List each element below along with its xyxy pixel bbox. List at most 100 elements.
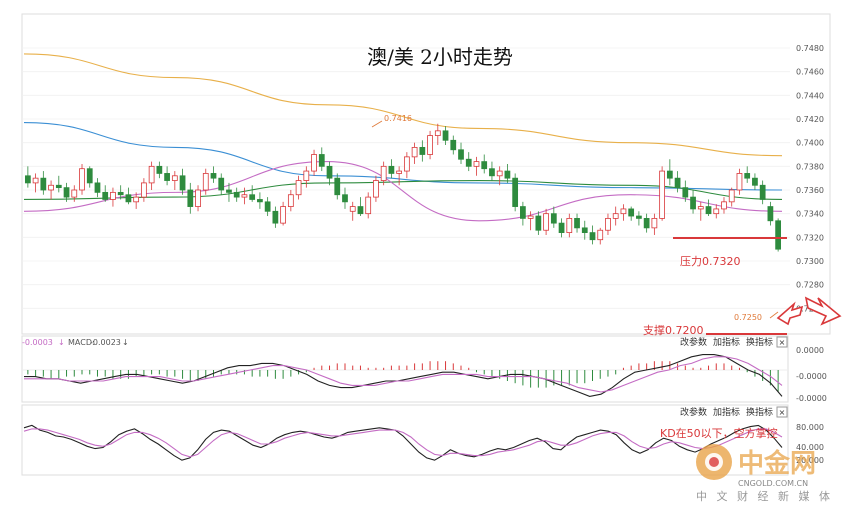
candle-body	[125, 194, 132, 203]
candle-body	[164, 173, 170, 181]
main-panel-frame	[21, 13, 831, 335]
candle-body	[403, 156, 410, 172]
candle-body	[102, 191, 109, 200]
kd-params-button[interactable]: 改参数	[680, 406, 707, 418]
candle-body	[233, 191, 240, 198]
signal-line	[24, 356, 783, 393]
candle-body	[574, 217, 580, 229]
candle-body	[481, 161, 488, 170]
macd-tick-1: 0.0000	[796, 346, 824, 355]
candle-body	[210, 173, 217, 179]
candle-body	[744, 173, 751, 179]
macd-close-button[interactable]	[776, 336, 788, 348]
candle-body	[589, 232, 596, 241]
candle-body	[272, 210, 279, 224]
down-arrow-icon	[776, 301, 804, 326]
candle-body	[558, 222, 565, 233]
close-icon: ×	[779, 408, 786, 417]
low-marker-line	[769, 311, 779, 319]
candle-body	[450, 139, 457, 151]
price-tick-label: 0.7440	[796, 91, 824, 100]
candle-body	[713, 208, 720, 215]
price-tick-label: 0.7420	[796, 115, 824, 124]
kd-close-button[interactable]	[776, 406, 788, 418]
candle-body	[326, 165, 333, 179]
candle-body	[473, 161, 480, 167]
candle-body	[643, 217, 650, 229]
candle-body	[342, 194, 348, 203]
candle-body	[241, 194, 248, 198]
kd-add-button[interactable]: 加指标	[713, 406, 740, 418]
close-icon: ×	[779, 338, 786, 347]
candle-body	[357, 206, 364, 215]
candle-body	[40, 177, 47, 191]
candle-body	[465, 158, 472, 167]
price-tick-label: 0.7360	[796, 186, 824, 195]
candle-body	[427, 135, 433, 155]
kd-indicator	[23, 424, 783, 461]
candle-body	[110, 191, 116, 200]
candle-body	[636, 215, 642, 219]
macd-switch-button[interactable]: 换指标	[746, 336, 773, 348]
candle-body	[148, 165, 155, 184]
candle-body	[651, 217, 658, 229]
candle-body	[520, 206, 526, 219]
candle-body	[264, 201, 271, 212]
price-tick-label: 0.7380	[796, 162, 824, 171]
candle-body	[202, 173, 209, 191]
price-tick-label: 0.7300	[796, 257, 824, 266]
moving-average-line	[23, 122, 783, 191]
kd-k-line	[23, 424, 783, 461]
candle-body	[156, 165, 163, 174]
candle-body	[458, 149, 464, 160]
candle-body	[388, 165, 395, 174]
support-label: 支撑0.7200	[643, 323, 704, 337]
moving-average-lines	[23, 53, 783, 222]
macd-tick-2: -0.0000	[796, 372, 827, 381]
candle-body	[411, 146, 418, 158]
candle-body	[373, 180, 379, 198]
macd-indicator	[22, 354, 788, 397]
price-tick-label: 0.7400	[796, 139, 824, 148]
moving-average-line	[23, 53, 783, 157]
chart-title: 澳/美 2小时走势	[367, 45, 513, 69]
moving-average-line	[23, 161, 783, 222]
candle-body	[63, 187, 70, 198]
resistance-label: 压力0.7320	[680, 255, 741, 268]
candle-body	[612, 213, 619, 219]
macd-params-button[interactable]: 改参数	[680, 336, 707, 348]
candle-body	[682, 187, 689, 198]
candle-body	[690, 196, 696, 210]
candle-body	[334, 177, 341, 196]
candle-body	[489, 168, 495, 177]
candle-body	[605, 217, 611, 231]
candle-body	[581, 227, 588, 234]
candle-body	[133, 196, 140, 203]
candle-body	[32, 177, 39, 184]
candle-body	[287, 194, 294, 207]
candle-body	[257, 199, 263, 203]
candle-body	[759, 184, 766, 200]
kd-tick-40: 40.000	[796, 443, 824, 452]
candle-body	[249, 194, 256, 200]
macd-value-1: -0.0003	[22, 338, 53, 347]
candle-body	[666, 170, 673, 179]
candle-body	[71, 189, 78, 198]
candle-body	[226, 189, 232, 193]
kd-tick-20: 20.000	[796, 456, 824, 465]
candle-body	[721, 201, 727, 210]
macd-add-button[interactable]: 加指标	[713, 336, 740, 348]
candle-body	[280, 206, 286, 224]
candle-body	[496, 170, 503, 177]
candle-body	[659, 170, 665, 219]
kd-switch-button[interactable]: 换指标	[746, 406, 773, 418]
candle-body	[55, 184, 62, 189]
candle-body	[48, 184, 54, 191]
candle-body	[535, 215, 542, 231]
high-marker-line	[371, 120, 383, 128]
arrow-right-icon	[804, 296, 842, 326]
watermark-site: CNGOLD.COM.CN	[738, 479, 808, 488]
candle-body	[736, 173, 743, 191]
candle-body	[380, 165, 387, 181]
candle-body	[705, 206, 712, 215]
